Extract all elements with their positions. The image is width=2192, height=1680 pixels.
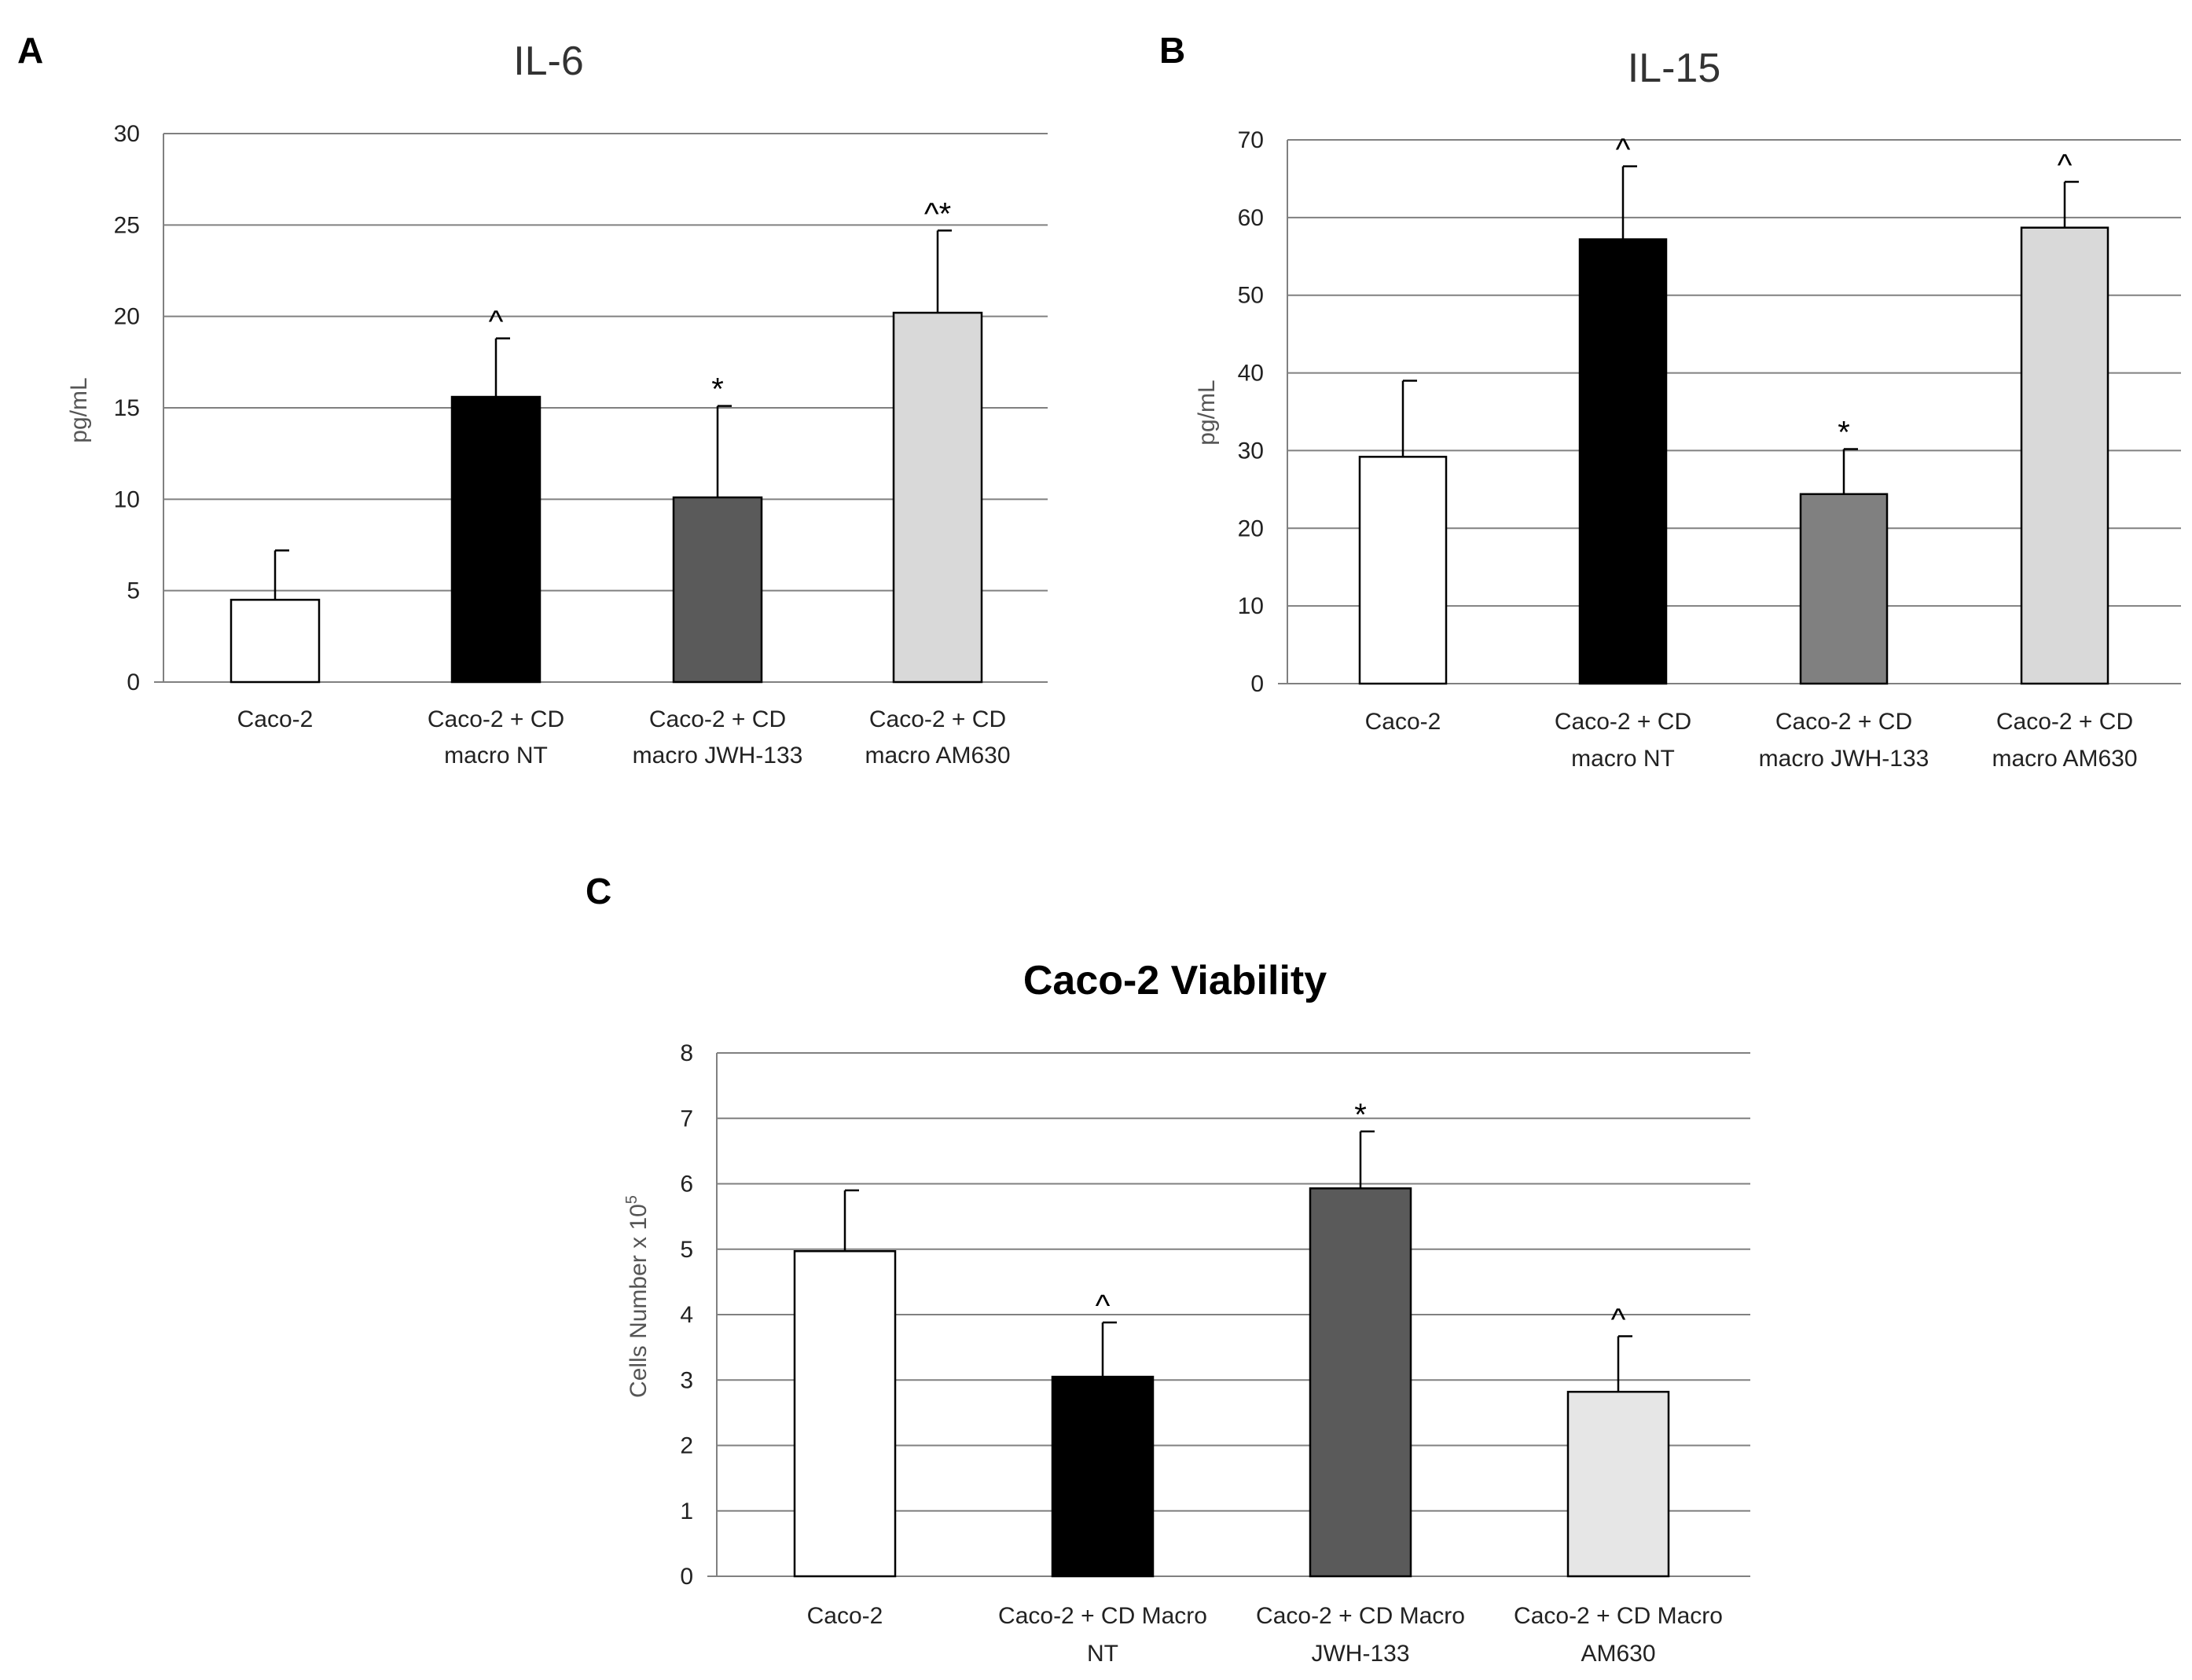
panel-b-significance-mark: ^ <box>1616 133 1631 167</box>
panel-a-category-label: macro JWH-133 <box>633 743 803 768</box>
panel-a-significance-mark: ^* <box>924 196 951 231</box>
panel-b-category-label: Caco-2 + CD <box>1996 709 2133 735</box>
panel-c-significance-mark: ^ <box>1096 1289 1111 1323</box>
panel-c-category-label: Caco-2 <box>807 1603 883 1629</box>
panel-b-y-tick-label: 70 <box>1238 127 1264 153</box>
panel-c-category-label: AM630 <box>1581 1641 1655 1667</box>
panel-c-bar <box>1051 1375 1155 1578</box>
panel-b-plot: 0 10 20 30 40 50 60 70 Caco-2 ^ Caco-2 + CD macro N… <box>1238 127 2181 772</box>
panel-a-bar <box>672 496 763 684</box>
panel-c-y-tick-label: 8 <box>680 1040 693 1066</box>
panel-a-category-label: Caco-2 + CD <box>649 706 786 732</box>
panel-c-significance-mark: * <box>1354 1098 1367 1132</box>
panel-c-title: Caco-2 Viability <box>1023 958 1327 1003</box>
panel-a-plot: 0 5 10 15 20 25 30 Caco-2 ^ Caco-2 + CD macro NT * C… <box>114 121 1048 768</box>
panel-c-y-axis-title: Cells Number x 105 <box>623 1195 652 1398</box>
panel-c-y-tick-label: 4 <box>680 1302 693 1328</box>
panel-b-y-tick-label: 50 <box>1238 283 1264 309</box>
panel-b-y-tick-label: 10 <box>1238 593 1264 619</box>
panel-b-letter: B <box>1159 30 1185 71</box>
panel-b-bar <box>1358 456 1448 685</box>
panel-a-title: IL-6 <box>513 39 584 84</box>
panel-c-y-tick-label: 7 <box>680 1106 693 1132</box>
panel-b-bar <box>2020 226 2109 685</box>
panel-b-category-label: Caco-2 <box>1365 709 1441 735</box>
panel-c-bar <box>1566 1390 1670 1578</box>
panel-b-category-label: macro AM630 <box>1992 746 2137 772</box>
panel-c-y-tick-label: 3 <box>680 1367 693 1393</box>
panel-c-y-tick-label: 2 <box>680 1433 693 1459</box>
panel-b-y-tick-label: 20 <box>1238 515 1264 541</box>
panel-b-category-label: macro NT <box>1571 746 1675 772</box>
panel-a-significance-mark: ^ <box>489 305 504 339</box>
panel-b-category-label: Caco-2 + CD <box>1775 709 1912 735</box>
panel-c-y-tick-label: 5 <box>680 1237 693 1263</box>
panel-a-bar <box>450 395 542 684</box>
panel-a-significance-mark: * <box>711 372 724 407</box>
panel-a-category-label: macro NT <box>444 743 548 768</box>
panel-c-bar <box>793 1249 897 1578</box>
panel-a-letter: A <box>17 30 43 71</box>
panel-c-bar <box>1309 1187 1412 1578</box>
panel-c-category-label: Caco-2 + CD Macro <box>998 1603 1207 1629</box>
panel-a-bar <box>229 599 321 684</box>
panel-b-y-tick-label: 40 <box>1238 361 1264 387</box>
panel-c-category-label: Caco-2 + CD Macro <box>1256 1603 1465 1629</box>
panel-a-category-label: Caco-2 + CD <box>428 706 564 732</box>
panel-c-significance-mark: ^ <box>1611 1302 1626 1337</box>
panel-a: A IL-6 pg/mL 0 5 10 15 20 25 30 Caco-2 ^ Caco-2 +… <box>17 30 1048 768</box>
panel-b-y-tick-label: 60 <box>1238 205 1264 231</box>
panel-b-category-label: Caco-2 + CD <box>1555 709 1691 735</box>
panel-b-bar <box>1578 238 1668 685</box>
panel-a-y-tick-label: 0 <box>127 669 140 695</box>
panel-b-significance-mark: ^ <box>2058 148 2073 182</box>
panel-b-y-axis-title: pg/mL <box>1194 380 1220 445</box>
panel-b-title: IL-15 <box>1628 46 1721 91</box>
panel-a-y-tick-label: 10 <box>114 486 140 512</box>
panel-a-y-tick-label: 25 <box>114 212 140 238</box>
panel-c-letter: C <box>586 871 611 912</box>
panel-c-category-label: JWH-133 <box>1311 1641 1409 1667</box>
panel-c-y-tick-label: 1 <box>680 1498 693 1524</box>
panel-c-y-axis-title-sup: 5 <box>623 1195 641 1204</box>
panel-b-category-label: macro JWH-133 <box>1759 746 1929 772</box>
panel-c-y-tick-label: 0 <box>680 1564 693 1590</box>
panel-a-y-tick-label: 15 <box>114 395 140 421</box>
panel-b-y-tick-label: 0 <box>1250 671 1264 697</box>
panel-c-y-axis-title-main: Cells Number x 10 <box>626 1204 652 1398</box>
panel-c-category-label: NT <box>1087 1641 1118 1667</box>
panel-a-category-label: Caco-2 + CD <box>869 706 1006 732</box>
panel-c-category-label: Caco-2 + CD Macro <box>1514 1603 1723 1629</box>
panel-a-y-axis-title: pg/mL <box>66 377 92 442</box>
panel-b-y-tick-label: 30 <box>1238 438 1264 464</box>
panel-c-plot: 0 1 2 3 4 5 6 7 8 Caco-2 ^ Caco-2 + CD Macro NT * Caco… <box>680 1040 1750 1667</box>
panel-b-bar <box>1799 493 1889 685</box>
panel-c: C Caco-2 Viability Cells Number x 105 01… <box>586 871 1750 1667</box>
panel-a-category-label: macro AM630 <box>865 743 1010 768</box>
panel-a-y-tick-label: 5 <box>127 578 140 604</box>
panel-b-significance-mark: * <box>1838 415 1850 449</box>
panel-a-y-tick-label: 30 <box>114 121 140 147</box>
panel-a-category-label: Caco-2 <box>237 706 314 732</box>
panel-a-y-tick-label: 20 <box>114 304 140 330</box>
panel-b: B IL-15 pg/mL 0 10 20 30 40 50 60 70 Caco-2 ^ Caco… <box>1159 30 2181 772</box>
panel-a-bar <box>892 311 983 684</box>
panel-c-y-tick-label: 6 <box>680 1172 693 1198</box>
